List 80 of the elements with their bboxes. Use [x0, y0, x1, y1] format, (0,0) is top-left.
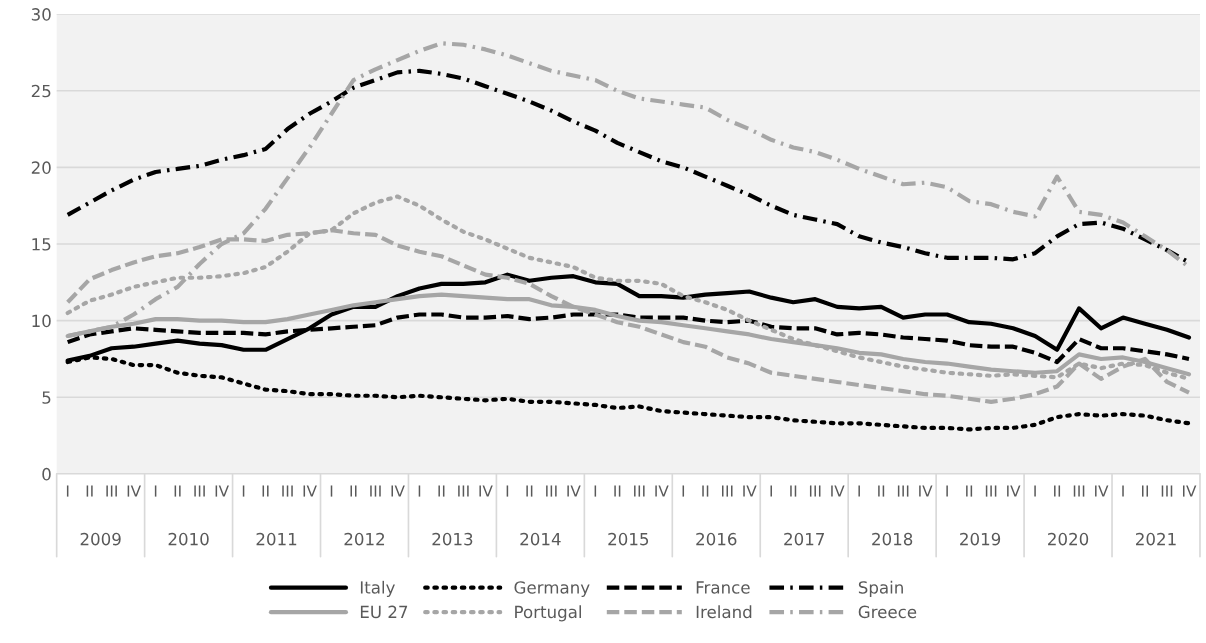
- x-tick-label: II: [438, 485, 445, 497]
- text: 2019: [960, 532, 1001, 546]
- legend-label: Ireland: [696, 605, 752, 619]
- x-tick-label: I: [1122, 485, 1124, 497]
- x-tick-label: IV: [567, 485, 581, 497]
- legend-label: Spain: [858, 580, 903, 597]
- legend-label: France: [696, 581, 750, 594]
- x-tick-label: IV: [479, 485, 493, 497]
- y-tick-label: 5: [42, 391, 51, 404]
- x-tick-label: II: [1142, 485, 1149, 497]
- x-tick-label: III: [722, 485, 733, 497]
- x-tick-label: IV: [919, 485, 933, 497]
- text: 2020: [1048, 532, 1089, 546]
- legend-label: Portugal: [515, 605, 581, 622]
- x-tick-label: I: [682, 485, 685, 497]
- text: 2011: [256, 532, 297, 546]
- text: 2009: [80, 532, 121, 546]
- x-tick-label: III: [1073, 485, 1085, 497]
- x-tick-label: I: [330, 485, 333, 497]
- x-tick-label: III: [546, 485, 557, 497]
- x-tick-label: II: [702, 485, 709, 497]
- x-tick-label: IV: [655, 485, 669, 497]
- x-tick-label: III: [194, 485, 205, 497]
- x-tick-label: III: [985, 485, 997, 497]
- x-tick-label: IV: [743, 485, 757, 497]
- x-tick-label: II: [614, 485, 621, 497]
- x-tick-label: IV: [1007, 485, 1021, 497]
- x-tick-label: II: [350, 485, 357, 497]
- x-tick-label: I: [242, 485, 245, 497]
- legend-label: Italy: [360, 580, 395, 597]
- x-tick-label: IV: [215, 485, 229, 497]
- x-tick-label: II: [790, 485, 797, 497]
- x-tick-label: III: [897, 485, 909, 497]
- x-tick-label: II: [526, 485, 533, 497]
- x-tick-label: II: [966, 485, 973, 497]
- text: 2013: [432, 532, 473, 546]
- x-tick-label: IV: [1183, 485, 1197, 497]
- y-tick-label: 20: [31, 161, 51, 174]
- x-tick-label: II: [86, 485, 93, 497]
- x-tick-label: I: [858, 485, 860, 497]
- x-tick-label: III: [634, 485, 645, 497]
- x-tick-label: IV: [1095, 485, 1109, 497]
- y-tick-label: 10: [32, 314, 51, 328]
- x-tick-label: III: [106, 485, 117, 497]
- y-tick-label: 15: [32, 238, 51, 251]
- x-tick-label: I: [770, 485, 772, 497]
- text: 2012: [344, 532, 385, 546]
- x-tick-label: II: [1054, 485, 1061, 497]
- text: 2010: [168, 532, 209, 546]
- x-tick-label: I: [506, 485, 509, 497]
- x-tick-label: I: [594, 485, 597, 497]
- x-tick-label: III: [458, 485, 469, 497]
- x-tick-label: I: [154, 485, 157, 497]
- x-tick-label: I: [66, 485, 69, 497]
- x-tick-label: III: [1161, 485, 1173, 497]
- text: 2015: [608, 532, 649, 546]
- legend-label: Greece: [858, 605, 917, 619]
- x-tick-label: II: [878, 485, 885, 497]
- x-tick-label: II: [262, 485, 269, 497]
- x-tick-label: I: [1034, 485, 1036, 497]
- text: 2021: [1136, 532, 1176, 546]
- x-tick-label: I: [418, 485, 421, 497]
- y-tick-label: 30: [31, 8, 51, 21]
- x-tick-label: III: [370, 485, 381, 497]
- x-tick-label: III: [809, 485, 821, 497]
- x-tick-label: I: [946, 485, 948, 497]
- x-tick-label: IV: [127, 485, 141, 497]
- x-tick-label: II: [174, 485, 181, 497]
- text: 2016: [696, 532, 737, 546]
- legend-label: EU 27: [360, 605, 408, 619]
- x-tick-label: IV: [831, 485, 845, 497]
- text: 2014: [520, 532, 561, 546]
- text: 2017: [784, 532, 824, 546]
- x-tick-label: IV: [391, 485, 405, 497]
- text: 2018: [872, 532, 913, 546]
- legend-label: Germany: [514, 581, 590, 597]
- y-tick-label: 25: [31, 84, 51, 98]
- x-tick-label: III: [282, 485, 293, 497]
- y-tick-label: 0: [42, 467, 51, 481]
- x-tick-label: IV: [303, 485, 317, 497]
